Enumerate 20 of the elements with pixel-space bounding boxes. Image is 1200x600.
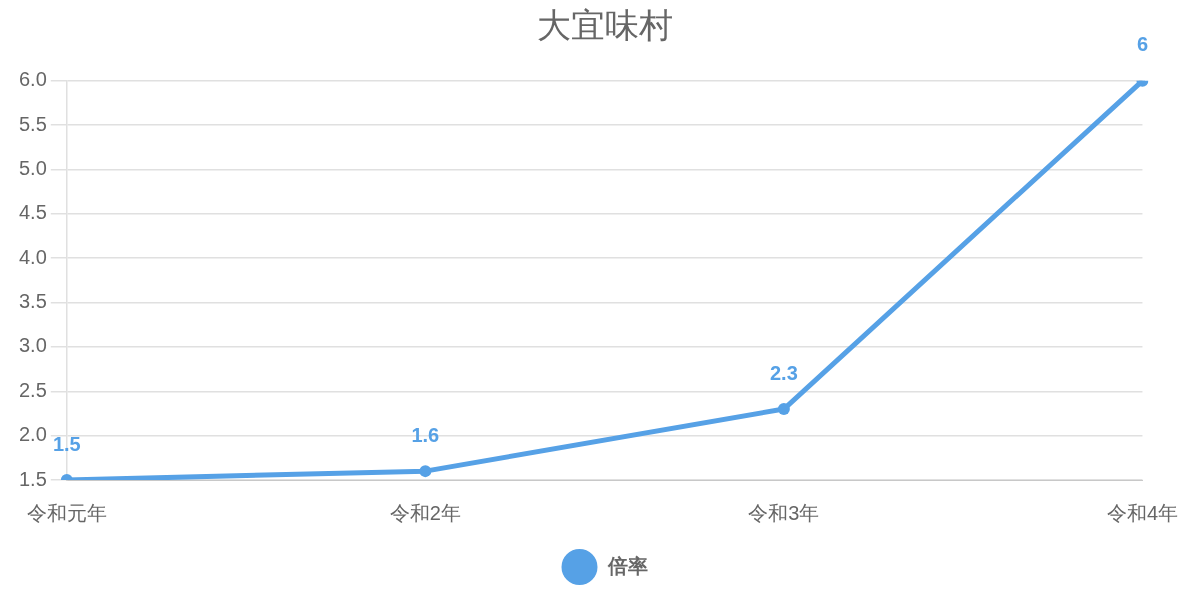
data-label: 6	[1136, 33, 1148, 56]
y-tick-label: 5.0	[18, 157, 47, 180]
y-tick-label: 6.0	[18, 68, 47, 91]
y-tick-label: 2.0	[18, 423, 47, 446]
x-tick-label: 令和元年	[26, 501, 107, 524]
x-tick-label: 令和2年	[389, 501, 461, 524]
y-tick-label: 4.5	[18, 201, 47, 224]
x-tick-label: 令和3年	[748, 501, 820, 524]
data-label: 2.3	[769, 361, 798, 384]
y-tick-label: 1.5	[18, 467, 47, 490]
chart-title: 大宜味村	[536, 5, 673, 44]
legend-label: 倍率	[606, 554, 648, 577]
data-label: 1.5	[52, 432, 81, 455]
data-label: 1.6	[411, 423, 440, 446]
y-tick-label: 4.0	[18, 245, 47, 268]
y-tick-label: 3.5	[18, 290, 47, 313]
y-tick-label: 2.5	[18, 378, 47, 401]
y-tick-label: 5.5	[18, 112, 47, 135]
x-tick-label: 令和4年	[1106, 501, 1178, 524]
y-tick-label: 3.0	[18, 334, 47, 357]
